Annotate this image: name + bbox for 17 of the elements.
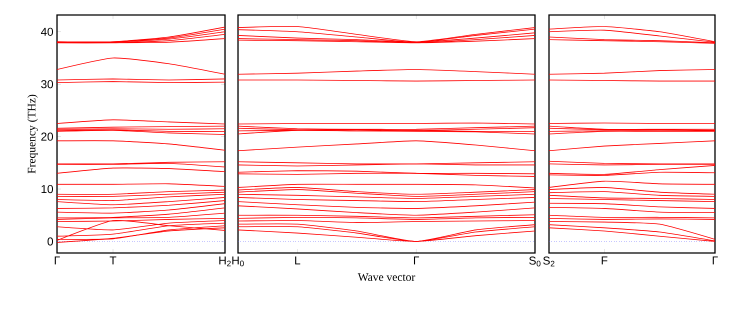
x-tick-label: Γ (414, 256, 420, 264)
y-axis-title: Frequency (THz) (27, 94, 38, 174)
y-tick-label: 30 (41, 80, 54, 88)
x-tick-label: H$_{2}$ (219, 256, 231, 266)
x-tick-label: Γ (54, 256, 60, 264)
x-axis-title: Wave vector (358, 273, 416, 281)
y-tick-label: 20 (41, 132, 54, 141)
x-tick-label: S$_{0}$ (529, 256, 540, 266)
x-tick-label: S$_{2}$ (543, 256, 554, 266)
y-tick-label: 40 (40, 28, 54, 36)
x-tick-label: T (110, 256, 116, 264)
y-tick-label: 10 (42, 184, 54, 194)
y-tick-label: 0 (48, 237, 54, 246)
x-tick-label: L (295, 256, 300, 264)
x-tick-label: F (602, 256, 608, 264)
x-tick-label: Γ (712, 256, 718, 264)
x-tick-label: H$_{0}$ (232, 256, 244, 266)
